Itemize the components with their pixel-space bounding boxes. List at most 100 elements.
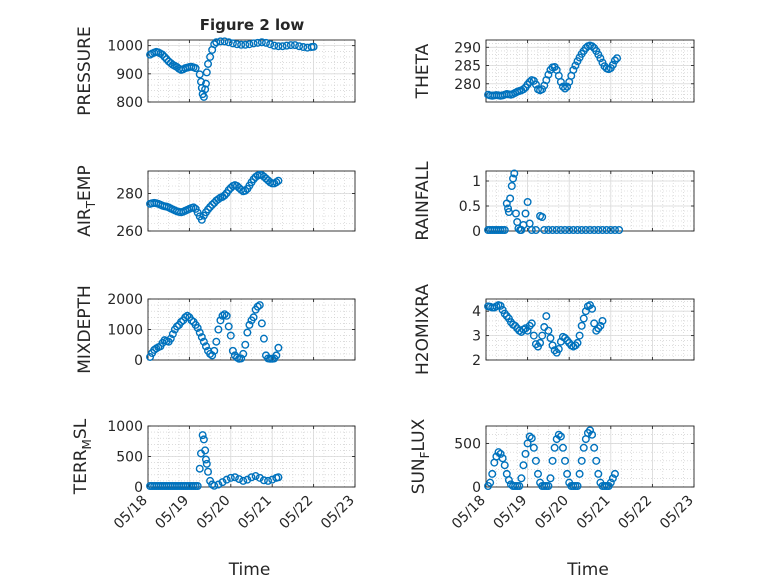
y-axis-label-subscript: M [80, 439, 94, 449]
data-point [204, 467, 213, 476]
data-point [536, 338, 545, 347]
data-point [588, 42, 597, 51]
data-point [228, 39, 237, 48]
data-point [544, 482, 553, 491]
data-point [554, 430, 563, 439]
data-point [177, 317, 186, 326]
data-point [504, 207, 513, 216]
data-point [494, 448, 503, 457]
data-point [525, 432, 534, 441]
y-tick-label: 290 [454, 40, 481, 56]
y-tick-label: 0 [134, 480, 143, 496]
data-point [500, 225, 509, 234]
data-point [245, 320, 254, 329]
y-axis-label-tail: LUX [409, 418, 429, 451]
y-axis-label-main: PRESSURE [75, 26, 95, 115]
data-point [226, 331, 235, 340]
data-point [500, 461, 509, 470]
y-tick-label: 4 [472, 304, 481, 320]
data-point [204, 59, 213, 68]
data-point [571, 61, 580, 70]
data-point [554, 345, 563, 354]
data-point [506, 194, 515, 203]
data-point [521, 209, 530, 218]
series-markers [146, 37, 318, 101]
y-tick-label: 1000 [107, 39, 143, 55]
y-axis-label: TERRMSL [71, 418, 94, 495]
data-point [274, 343, 283, 352]
data-point [546, 334, 555, 343]
data-point [199, 435, 208, 444]
data-point [198, 431, 207, 440]
data-point [259, 476, 268, 485]
data-point [220, 37, 229, 46]
data-point [199, 337, 208, 346]
y-tick-label: 500 [454, 436, 481, 452]
subplot-air_temp: 260 280 AIRTEMP [75, 165, 356, 240]
subplot-rainfall: 0 0.5 1 RAINFALL [413, 161, 695, 241]
data-point [208, 200, 217, 209]
data-point [577, 321, 586, 330]
data-point [206, 202, 215, 211]
data-point [610, 225, 619, 234]
data-point [166, 334, 175, 343]
data-point [579, 314, 588, 323]
data-point [187, 316, 196, 325]
data-point [299, 43, 308, 52]
data-point [266, 40, 275, 49]
data-point [577, 456, 586, 465]
data-point [193, 323, 202, 332]
data-point [241, 40, 250, 49]
data-point [257, 319, 266, 328]
data-point [228, 346, 237, 355]
y-axis-label: RAINFALL [413, 161, 433, 241]
y-tick-label: 500 [116, 450, 143, 466]
data-point [224, 38, 233, 47]
data-point [241, 186, 250, 195]
y-tick-label: 1 [472, 174, 481, 190]
y-tick-label: 0 [472, 480, 481, 496]
y-tick-label: 280 [116, 187, 143, 203]
data-point [523, 197, 532, 206]
y-tick-label: 3 [472, 329, 481, 345]
data-point [193, 482, 202, 491]
data-point [224, 322, 233, 331]
data-point [210, 346, 219, 355]
data-point [544, 326, 553, 335]
data-point [224, 186, 233, 195]
data-point [486, 478, 495, 487]
data-point [183, 311, 192, 320]
subplot-h2omixra: 2 3 4 H2OMIXRA [413, 284, 695, 375]
data-point [202, 68, 211, 77]
data-point [579, 443, 588, 452]
data-point [488, 469, 497, 478]
data-point [146, 352, 155, 361]
data-point [548, 456, 557, 465]
data-point [588, 304, 597, 313]
data-point [529, 331, 538, 340]
data-point [556, 432, 565, 441]
data-point [158, 50, 167, 59]
y-axis-label-main: H2OMIXRA [413, 284, 433, 375]
y-axis-label-main: RAINFALL [413, 161, 433, 241]
subplot-mixdepth: 0 1000 2000 MIXDEPTH [75, 285, 356, 374]
data-point [218, 478, 227, 487]
data-point [575, 469, 584, 478]
data-point [544, 70, 553, 79]
data-point [255, 301, 264, 310]
data-point [615, 225, 624, 234]
y-axis-label-tail: SL [71, 418, 91, 439]
data-point [253, 38, 262, 47]
data-point [561, 225, 570, 234]
data-point [569, 225, 578, 234]
data-point [509, 174, 518, 183]
data-point [237, 40, 246, 49]
data-point [226, 473, 235, 482]
y-axis-label: SUNFLUX [409, 418, 432, 494]
data-point [594, 225, 603, 234]
data-point [286, 41, 295, 50]
axes-box [485, 39, 695, 103]
data-point [534, 469, 543, 478]
data-point [577, 225, 586, 234]
data-point [241, 340, 250, 349]
